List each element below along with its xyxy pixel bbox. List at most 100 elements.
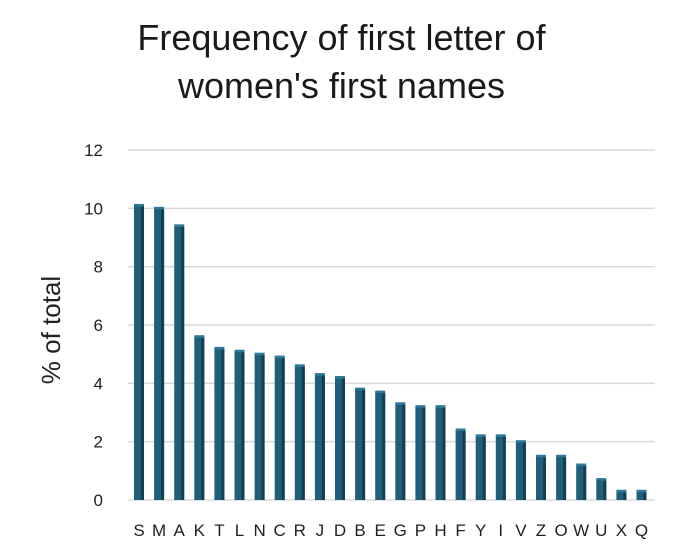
bar-J (314, 373, 325, 500)
bar-E (375, 390, 386, 500)
bar-face (214, 348, 225, 500)
x-tick-label: B (354, 521, 365, 540)
bar-shade (221, 349, 225, 500)
bar-face (556, 456, 567, 500)
bar-cap (174, 224, 185, 227)
bar-face (415, 406, 426, 500)
x-tick-label: V (515, 521, 527, 540)
bar-face (335, 377, 345, 500)
chart-title-line-1: Frequency of first letter of (137, 17, 546, 58)
bar-cap (274, 355, 285, 359)
bar-cap (314, 373, 325, 376)
x-tick-label: Y (475, 521, 486, 540)
x-tick-label: F (455, 521, 465, 540)
bar-face (475, 435, 486, 500)
x-tick-label: S (133, 521, 144, 540)
bar-cap (294, 364, 305, 367)
bar-cap (576, 463, 587, 466)
bar-Z (536, 454, 546, 500)
bar-face (536, 456, 546, 500)
x-tick-label: T (214, 521, 224, 540)
x-tick-label: U (595, 521, 607, 540)
bar-shade (422, 407, 426, 500)
y-tick-label: 2 (94, 433, 103, 452)
bar-shade (161, 209, 165, 501)
bar-cap (556, 454, 567, 458)
bar-Q (636, 489, 647, 500)
x-tick-label: G (394, 521, 407, 540)
x-tick-label: L (235, 521, 244, 540)
bar-cap (375, 390, 386, 394)
y-tick-label: 0 (94, 491, 103, 510)
bar-face (515, 441, 526, 500)
bar-face (234, 351, 245, 500)
chart-title: Frequency of first letter of women's fir… (0, 14, 683, 110)
x-tick-label: R (294, 521, 306, 540)
y-tick-label: 10 (84, 199, 103, 218)
bar-face (455, 430, 466, 500)
bar-cap (194, 335, 205, 338)
y-tick-label: 12 (84, 141, 103, 160)
bar-K (194, 335, 205, 500)
bar-shade (261, 355, 265, 500)
bar-shade (482, 436, 486, 500)
bar-shade (603, 480, 607, 500)
bar-shade (643, 492, 647, 500)
bar-C (274, 355, 285, 500)
bar-face (375, 392, 386, 500)
bar-shade (201, 337, 205, 500)
bar-shade (502, 436, 506, 500)
bar-face (616, 491, 627, 500)
x-tick-label: O (554, 521, 567, 540)
bar-shade (583, 466, 587, 500)
bar-cap (495, 434, 506, 437)
bar-cap (616, 489, 627, 493)
x-tick-label: N (253, 521, 265, 540)
bar-shade (362, 390, 366, 500)
bar-H (435, 405, 446, 500)
bar-face (194, 336, 205, 500)
bar-face (576, 465, 587, 500)
bar-I (495, 434, 506, 500)
x-tick-label: A (174, 521, 186, 540)
bar-cap (214, 346, 225, 350)
bar-W (576, 463, 587, 500)
bar-shade (301, 366, 305, 500)
bar-G (395, 402, 406, 500)
bar-face (254, 354, 265, 500)
bar-shade (442, 407, 446, 500)
bar-shade (181, 226, 185, 501)
bar-cap (234, 349, 245, 353)
bar-face (636, 491, 647, 500)
bar-face (154, 208, 165, 501)
bars (134, 203, 647, 501)
bar-cap (154, 206, 165, 210)
x-tick-label: C (274, 521, 286, 540)
y-tick-labels: 0 2 4 6 8 10 12 (84, 141, 103, 510)
bar-cap (515, 440, 526, 443)
bar-cap (134, 203, 144, 207)
bar-shade (342, 378, 345, 500)
bar-T (214, 346, 225, 500)
bar-F (455, 428, 466, 500)
x-tick-label: W (573, 521, 589, 540)
bar-face (395, 403, 406, 500)
bar-Y (475, 434, 486, 500)
x-tick-label: M (152, 521, 166, 540)
bar-face (274, 357, 285, 500)
bar-X (616, 489, 627, 500)
bar-cap (435, 405, 446, 408)
bar-shade (543, 457, 546, 500)
bar-shade (462, 431, 466, 500)
bar-P (415, 405, 426, 500)
bar-shade (522, 442, 526, 500)
bar-face (596, 479, 607, 500)
bar-cap (596, 478, 607, 481)
bar-shade (402, 404, 406, 500)
bar-cap (355, 387, 366, 391)
bar-face (134, 205, 144, 500)
bar-cap (455, 428, 466, 431)
x-tick-label: J (316, 521, 325, 540)
